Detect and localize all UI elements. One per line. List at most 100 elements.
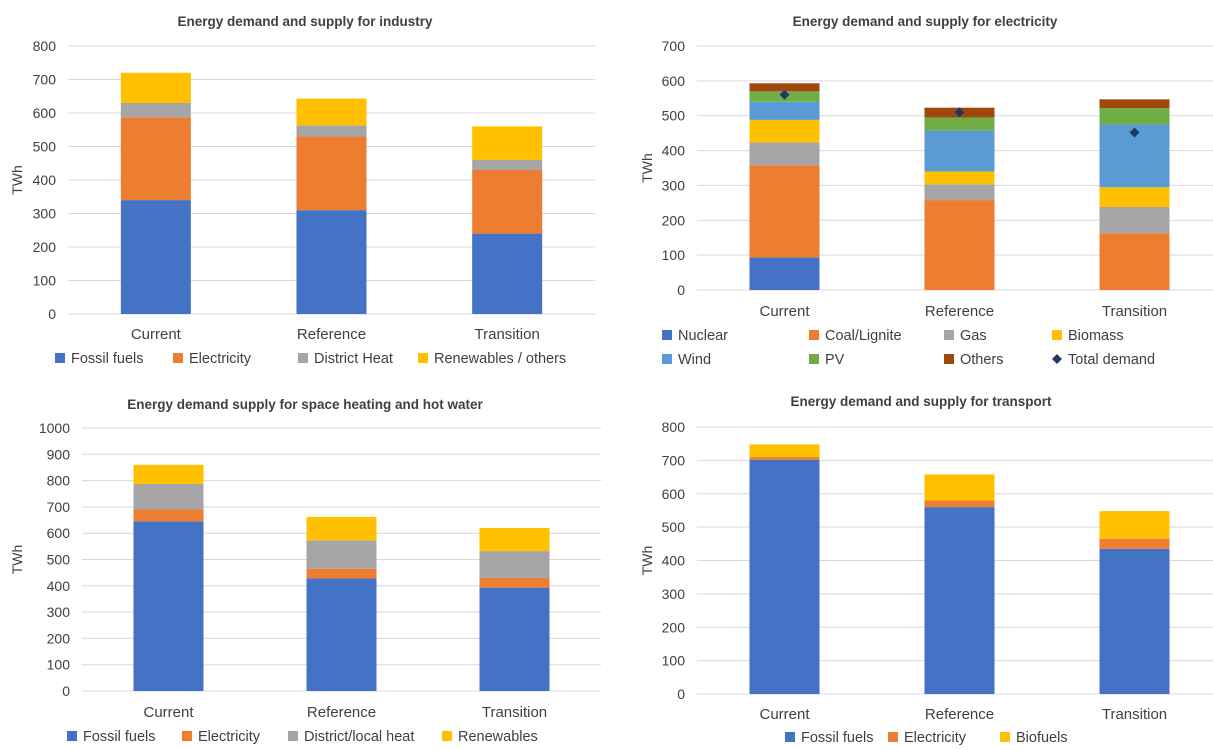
total-demand-marker: [1129, 127, 1140, 138]
legend-item: Electricity: [888, 730, 967, 746]
legend-swatch: [944, 330, 954, 340]
y-tick-label: 700: [33, 72, 57, 88]
bar-segment: [120, 72, 191, 103]
y-tick-label: 600: [47, 525, 71, 541]
legend-label: District/local heat: [304, 729, 414, 745]
chart-title: Energy demand and supply for electricity: [793, 14, 1058, 29]
legend-swatch: [785, 732, 795, 742]
legend-swatch: [288, 731, 298, 741]
chart-title: Energy demand and supply for industry: [177, 14, 433, 29]
y-tick-label: 700: [662, 38, 686, 54]
y-tick-label: 100: [662, 653, 686, 669]
y-tick-label: 200: [662, 212, 686, 228]
y-tick-label: 600: [33, 105, 57, 121]
bar-segment: [924, 507, 995, 694]
bar-segment: [1099, 99, 1170, 109]
bar-segment: [306, 540, 377, 569]
x-category-label: Reference: [307, 704, 376, 721]
bar-segment: [1099, 511, 1170, 539]
y-tick-label: 400: [33, 172, 57, 188]
legend-item: Fossil fuels: [67, 729, 156, 745]
x-category-label: Reference: [925, 303, 994, 320]
total-demand-marker: [779, 89, 790, 100]
y-axis-label: TWh: [639, 153, 655, 183]
bar-segment: [133, 521, 204, 691]
y-tick-label: 100: [47, 657, 71, 673]
legend-item: Wind: [662, 352, 711, 368]
bar-segment: [749, 459, 820, 694]
legend-swatch: [67, 731, 77, 741]
x-category-label: Transition: [1102, 303, 1167, 320]
y-tick-label: 300: [47, 604, 71, 620]
legend-item: Biofuels: [1000, 730, 1068, 746]
x-category-label: Transition: [1102, 706, 1167, 723]
y-tick-label: 700: [662, 452, 686, 468]
bar-segment: [296, 210, 367, 314]
bar-segment: [749, 257, 820, 290]
y-tick-label: 0: [677, 282, 685, 298]
bar-segment: [479, 587, 550, 691]
legend-swatch: [662, 354, 672, 364]
legend-swatch: [944, 354, 954, 364]
bar-segment: [120, 117, 191, 201]
y-tick-label: 800: [47, 473, 71, 489]
legend-item: Fossil fuels: [55, 351, 144, 367]
y-tick-label: 200: [33, 239, 57, 255]
bar-segment: [120, 200, 191, 314]
bar-segment: [924, 171, 995, 185]
legend-label: Biomass: [1068, 328, 1124, 344]
bar-segment: [133, 464, 204, 485]
bar-segment: [924, 117, 995, 131]
bar-segment: [1099, 108, 1170, 125]
legend-item: Total demand: [1052, 352, 1155, 368]
x-category-label: Reference: [925, 706, 994, 723]
legend-item: Renewables: [442, 729, 538, 745]
legend-item: Others: [944, 352, 1004, 368]
chart-title: Energy demand and supply for transport: [790, 394, 1052, 409]
chart-panel-3: Energy demand supply for space heating a…: [9, 397, 601, 745]
bar-segment: [133, 509, 204, 522]
legend-label: Renewables: [458, 729, 538, 745]
x-category-label: Transition: [482, 704, 547, 721]
bar-segment: [472, 233, 543, 314]
bar-segment: [749, 142, 820, 166]
legend-label: Gas: [960, 328, 987, 344]
y-tick-label: 1000: [39, 420, 70, 436]
bar-segment: [749, 101, 820, 120]
x-category-label: Current: [143, 704, 194, 721]
bar-segment: [296, 98, 367, 126]
y-tick-label: 500: [662, 519, 686, 535]
bar-segment: [924, 130, 995, 172]
legend-swatch: [1052, 354, 1062, 364]
y-tick-label: 0: [677, 686, 685, 702]
bar-segment: [1099, 207, 1170, 234]
bar-segment: [749, 444, 820, 458]
legend-swatch: [442, 731, 452, 741]
y-tick-label: 800: [662, 419, 686, 435]
legend-item: Biomass: [1052, 328, 1124, 344]
legend-swatch: [662, 330, 672, 340]
bar-segment: [133, 484, 204, 510]
x-category-label: Transition: [475, 326, 540, 343]
legend-label: Fossil fuels: [801, 730, 874, 746]
x-category-label: Current: [759, 303, 810, 320]
legend-swatch: [809, 330, 819, 340]
legend-label: District Heat: [314, 351, 393, 367]
x-category-label: Reference: [297, 326, 366, 343]
y-axis-label: TWh: [9, 545, 25, 575]
y-axis-label: TWh: [9, 165, 25, 195]
y-tick-label: 300: [33, 206, 57, 222]
y-tick-label: 900: [47, 446, 71, 462]
bar-segment: [479, 577, 550, 588]
bar-segment: [479, 527, 550, 552]
chart-panel-2: Energy demand and supply for electricity…: [639, 14, 1213, 368]
legend-swatch: [809, 354, 819, 364]
y-tick-label: 800: [33, 38, 57, 54]
legend-label: Electricity: [904, 730, 967, 746]
y-tick-label: 700: [47, 499, 71, 515]
bar-segment: [306, 568, 377, 579]
bar-segment: [479, 551, 550, 578]
bar-segment: [120, 102, 191, 118]
legend-swatch: [182, 731, 192, 741]
